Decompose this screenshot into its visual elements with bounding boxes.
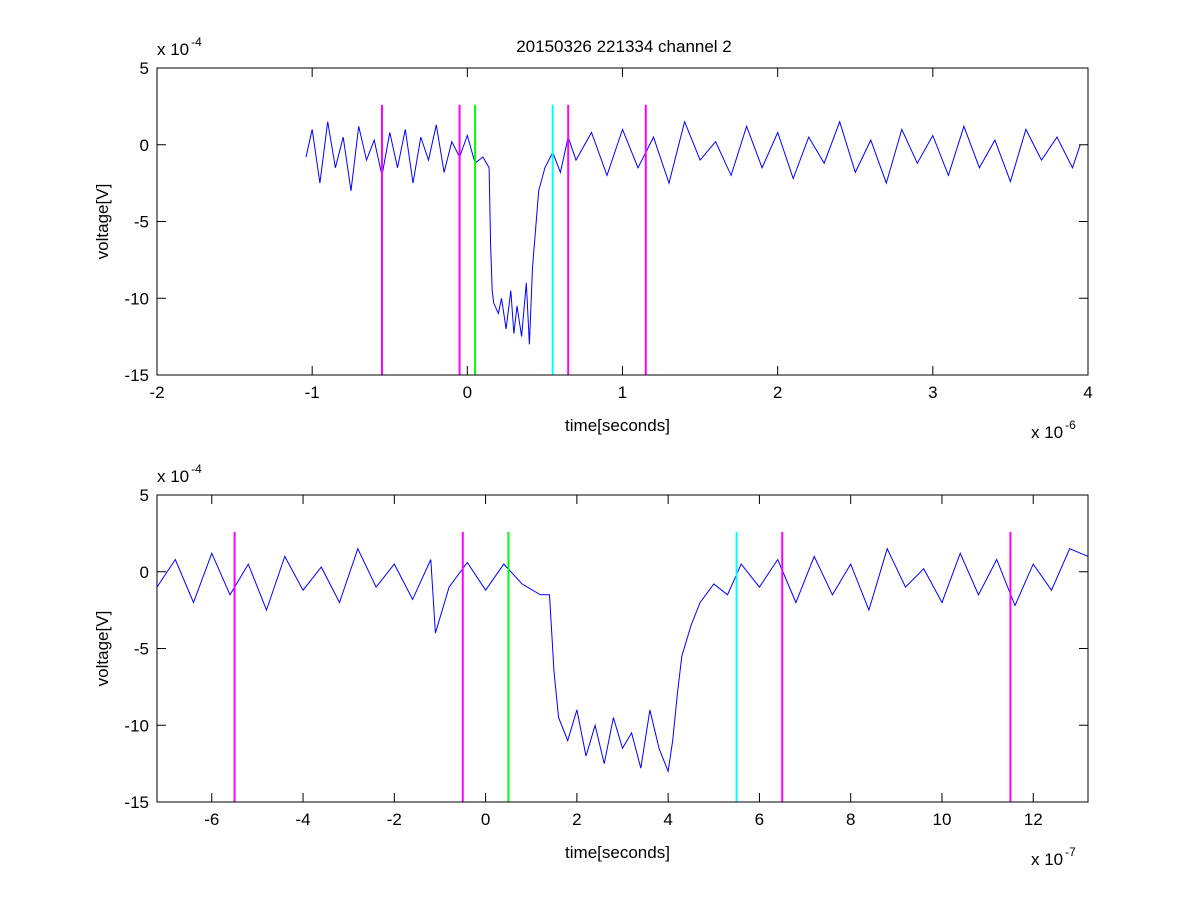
top-x-exponent-power: -6: [1065, 418, 1076, 432]
bottom-x-tick-label: -2: [387, 810, 402, 829]
top-ylabel: voltage[V]: [93, 184, 112, 260]
bottom-x-tick-label: -4: [295, 810, 310, 829]
top-y-exponent-power: -4: [191, 35, 202, 49]
top-vline-layer: [380, 104, 647, 375]
top-x-tick-label: 0: [463, 383, 472, 402]
top-xlabel: time[seconds]: [565, 416, 670, 435]
bottom-x-exponent-base: x 10: [1031, 850, 1063, 869]
bottom-y-exponent-base: x 10: [157, 467, 189, 486]
top-x-tick-label: 3: [928, 383, 937, 402]
top-x-tick-label: 2: [773, 383, 782, 402]
bottom-y-tick-label: -15: [124, 793, 149, 812]
bottom-y-exponent-power: -4: [191, 462, 202, 476]
bottom-x-tick-label: 2: [572, 810, 581, 829]
bottom-y-tick-label: 0: [140, 563, 149, 582]
figure-title: 20150326 221334 channel 2: [516, 37, 732, 56]
bottom-y-tick-label: -10: [124, 716, 149, 735]
top-y-exponent: x 10 -4: [157, 35, 202, 59]
bottom-trace-layer: [156, 547, 1089, 774]
top-trace-layer: [305, 120, 1081, 345]
bottom-ylabel: voltage[V]: [93, 611, 112, 687]
top-x-tick-label: -1: [305, 383, 320, 402]
bottom-x-exponent-power: -7: [1065, 845, 1076, 859]
top-x-tick-label: 1: [618, 383, 627, 402]
bottom-y-tick-label: 5: [140, 486, 149, 505]
bottom-axes-frame: [156, 494, 1089, 803]
bottom-y-tick-label: -5: [134, 640, 149, 659]
bottom-x-tick-label: 6: [755, 810, 764, 829]
top-y-tick-label: -10: [124, 289, 149, 308]
bottom-vline-layer: [233, 531, 1012, 802]
bottom-x-tick-label: 0: [481, 810, 490, 829]
top-y-tick-label: -5: [134, 213, 149, 232]
bottom-axes: -6 -4 -2 0 2 4 6 8 10 12 5 0 -5 -10 -15 voltage[V] tim…: [93, 462, 1089, 869]
bottom-xlabel: time[seconds]: [565, 843, 670, 862]
top-y-tick-label: -15: [124, 366, 149, 385]
bottom-x-tick-label: 4: [663, 810, 672, 829]
top-y-tick-label: 0: [140, 136, 149, 155]
top-x-tick-label: -2: [149, 383, 164, 402]
top-x-exponent: x 10 -6: [1031, 418, 1076, 442]
top-x-exponent-base: x 10: [1031, 423, 1063, 442]
bottom-y-exponent: x 10 -4: [157, 462, 202, 486]
bottom-x-tick-label: -6: [204, 810, 219, 829]
bottom-x-tick-label: 12: [1024, 810, 1043, 829]
bottom-series-line-0: [156, 547, 1089, 774]
top-axes-frame: [156, 67, 1089, 376]
top-y-tick-label: 5: [140, 59, 149, 78]
top-x-tick-label: 4: [1083, 383, 1092, 402]
bottom-tick-layer: -6 -4 -2 0 2 4 6 8 10 12 5 0 -5 -10 -15: [124, 486, 1088, 829]
top-y-exponent-base: x 10: [157, 40, 189, 59]
bottom-x-exponent: x 10 -7: [1031, 845, 1076, 869]
bottom-x-tick-label: 8: [846, 810, 855, 829]
top-axes: -2 -1 0 1 2 3 450-5-10-15 voltage[V] time[seco…: [93, 35, 1093, 442]
top-tick-layer: -2 -1 0 1 2 3 450-5-10-15: [124, 59, 1092, 402]
bottom-x-tick-label: 10: [932, 810, 951, 829]
top-series-line-0: [305, 120, 1081, 345]
